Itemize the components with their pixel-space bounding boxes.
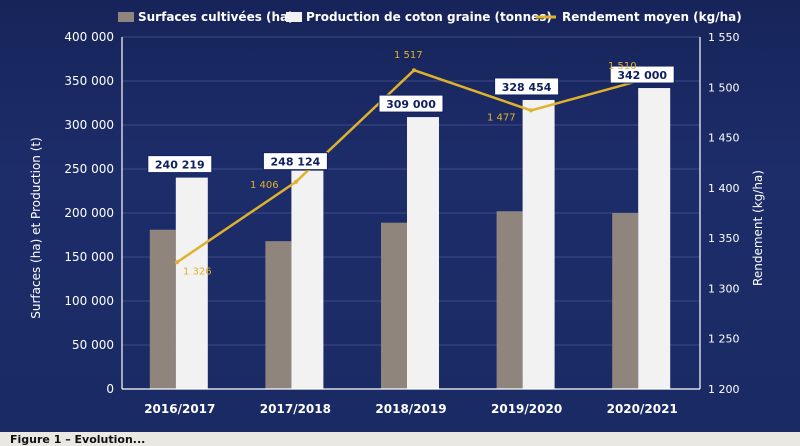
rendement-point [175, 260, 179, 265]
bar-production [522, 99, 555, 389]
y-tick-label: 100 000 [64, 294, 114, 308]
x-tick-label: 2017/2018 [260, 402, 331, 416]
y-axis-title: Surfaces (ha) et Production (t) [29, 137, 43, 319]
rendement-point [412, 68, 416, 73]
data-labels: 240 219 248 124 309 000 328 454 342 000 1 326… [147, 50, 675, 277]
bar-production [175, 177, 208, 389]
axes: 0 50 000 100 000 150 000 200 000 250 000 300 0… [64, 30, 739, 416]
y2-tick-label: 1 550 [708, 31, 740, 44]
data-label-box [494, 77, 560, 96]
y-tick-label: 250 000 [64, 162, 114, 176]
y2-tick-label: 1 300 [708, 282, 740, 295]
data-label-rendement: 1 477 [487, 112, 516, 123]
bars [149, 88, 671, 389]
data-label-box [262, 152, 328, 171]
chart-svg: 240 219 248 124 309 000 328 454 342 000 1 326… [29, 10, 765, 416]
x-tick-label: 2020/2021 [607, 402, 678, 416]
bar-surfaces [496, 211, 523, 389]
data-label-production: 248 124 [271, 156, 321, 169]
data-label-rendement: 1 326 [183, 266, 212, 277]
bar-surfaces [381, 222, 407, 389]
bar-surfaces [612, 213, 639, 389]
legend-swatch-production [286, 12, 302, 22]
bar-production [638, 88, 671, 389]
data-label-box [378, 94, 444, 113]
y2-tick-label: 1 400 [708, 182, 740, 195]
y2-tick-label: 1 350 [708, 232, 740, 245]
y2-tick-label: 1 500 [708, 81, 740, 94]
data-label-box [609, 65, 675, 84]
legend-label-surfaces: Surfaces cultivées (ha) [138, 10, 294, 24]
legend-swatch-surfaces [118, 12, 134, 22]
figure-caption: Figure 1 – Evolution... [10, 433, 146, 446]
y-tick-label: 150 000 [64, 250, 114, 264]
legend-label-production: Production de coton graine (tonnes) [306, 10, 552, 24]
legend-label-rendement: Rendement moyen (kg/ha) [562, 10, 742, 24]
bar-production [291, 170, 324, 389]
data-label-box [147, 155, 213, 174]
y2-tick-label: 1 450 [708, 132, 740, 145]
bar-surfaces [265, 241, 292, 389]
data-label-rendement: 1 517 [394, 50, 423, 61]
data-label-production: 342 000 [617, 69, 667, 82]
y-tick-label: 0 [106, 382, 114, 396]
bar-surfaces [149, 229, 176, 389]
y2-tick-label: 1 250 [708, 333, 740, 346]
y-tick-label: 300 000 [64, 118, 114, 132]
y-tick-label: 200 000 [64, 206, 114, 220]
x-tick-label: 2018/2019 [375, 402, 446, 416]
y2-axis-title: Rendement (kg/ha) [751, 170, 765, 286]
data-label-rendement: 1 406 [250, 180, 279, 191]
bar-production [407, 117, 439, 389]
rendement-point [529, 108, 533, 113]
y-tick-label: 400 000 [64, 30, 114, 44]
legend: Surfaces cultivées (ha) Production de co… [118, 10, 742, 24]
y-tick-label: 350 000 [64, 74, 114, 88]
y2-tick-label: 1 200 [708, 383, 740, 396]
chart-panel: 240 219 248 124 309 000 328 454 342 000 1 326… [0, 0, 800, 432]
data-label-production: 309 000 [386, 98, 436, 111]
rendement-point [294, 179, 298, 184]
x-tick-label: 2016/2017 [144, 402, 215, 416]
x-tick-label: 2019/2020 [491, 402, 562, 416]
y-tick-label: 50 000 [72, 338, 114, 352]
data-label-production: 240 219 [155, 159, 205, 172]
data-label-rendement: 1 510 [608, 61, 637, 72]
data-label-production: 328 454 [502, 81, 552, 94]
